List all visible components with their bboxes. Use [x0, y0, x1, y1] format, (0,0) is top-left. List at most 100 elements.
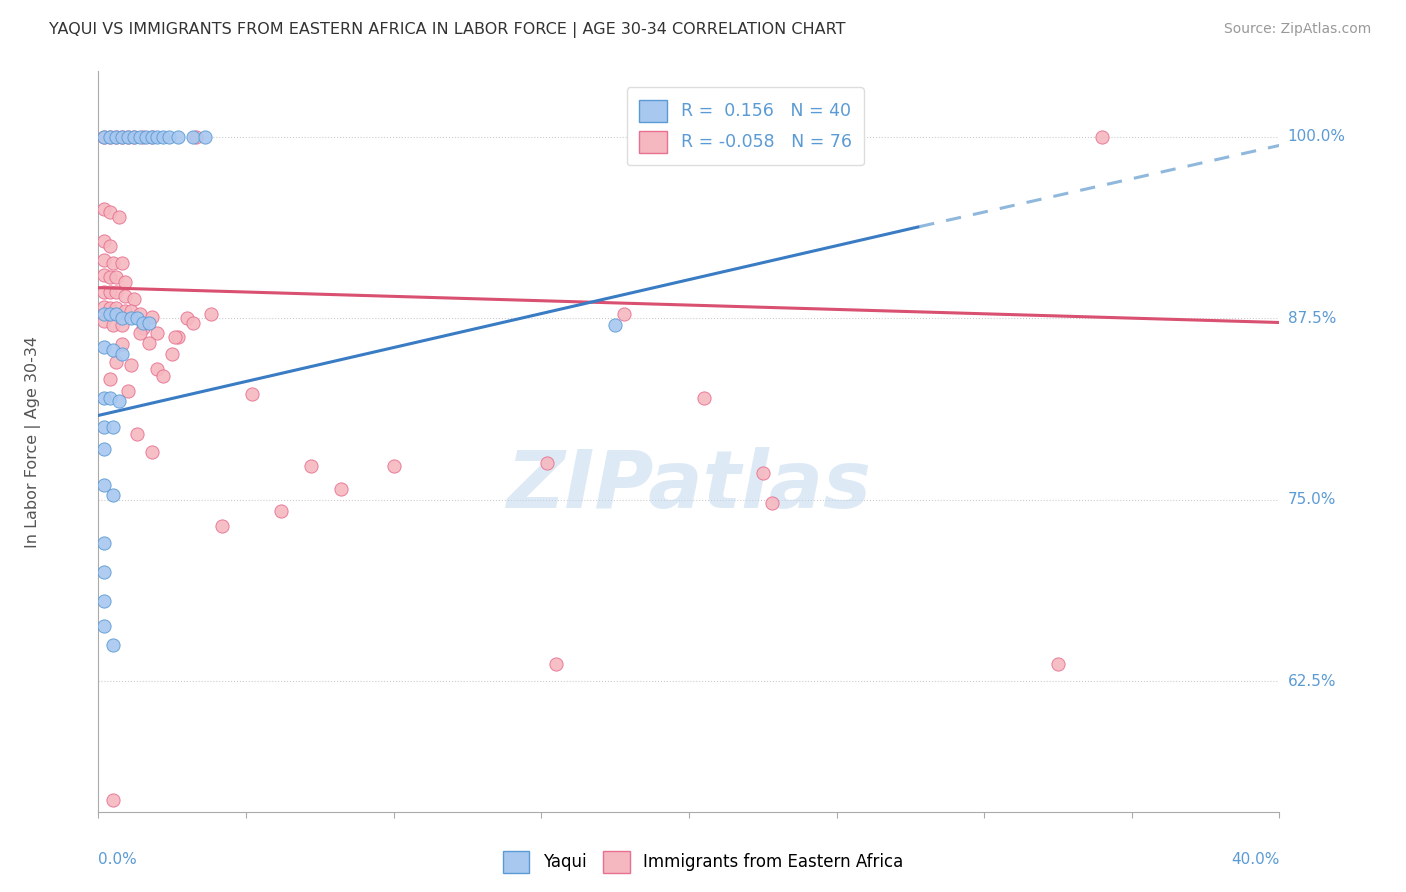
- Point: [165, 330, 187, 344]
- Point: [132, 129, 155, 144]
- Point: [167, 129, 190, 144]
- Point: [98, 270, 121, 285]
- Text: In Labor Force | Age 30-34: In Labor Force | Age 30-34: [25, 335, 41, 548]
- Point: [125, 311, 148, 326]
- Point: [120, 358, 142, 372]
- Point: [111, 347, 134, 361]
- Point: [128, 129, 150, 144]
- Point: [152, 369, 174, 384]
- Point: [114, 289, 136, 303]
- Point: [93, 234, 115, 248]
- Point: [93, 268, 115, 282]
- Point: [157, 129, 180, 144]
- Point: [184, 129, 207, 144]
- Legend: R =  0.156   N = 40, R = -0.058   N = 76: R = 0.156 N = 40, R = -0.058 N = 76: [627, 87, 863, 165]
- Point: [103, 638, 125, 652]
- Point: [135, 129, 157, 144]
- Text: 100.0%: 100.0%: [1288, 129, 1346, 145]
- Point: [138, 335, 160, 350]
- Text: ZIPatlas: ZIPatlas: [506, 447, 872, 525]
- Point: [98, 205, 121, 219]
- Point: [176, 311, 198, 326]
- Point: [98, 391, 121, 405]
- Point: [117, 129, 139, 144]
- Text: 0.0%: 0.0%: [98, 853, 138, 867]
- Point: [103, 256, 125, 270]
- Point: [98, 372, 121, 386]
- Point: [152, 129, 174, 144]
- Point: [141, 129, 163, 144]
- Point: [93, 594, 115, 608]
- Point: [613, 307, 636, 321]
- Point: [146, 326, 169, 340]
- Point: [111, 311, 134, 326]
- Point: [1046, 657, 1069, 671]
- Text: 40.0%: 40.0%: [1232, 853, 1279, 867]
- Point: [105, 285, 128, 299]
- Point: [560, 814, 582, 829]
- Point: [98, 301, 121, 315]
- Point: [141, 129, 163, 144]
- Point: [111, 318, 134, 333]
- Legend: Yaqui, Immigrants from Eastern Africa: Yaqui, Immigrants from Eastern Africa: [496, 845, 910, 880]
- Point: [93, 202, 115, 217]
- Point: [299, 459, 322, 474]
- Point: [122, 129, 145, 144]
- Point: [128, 326, 150, 340]
- Point: [93, 300, 115, 314]
- Point: [128, 307, 150, 321]
- Point: [329, 483, 352, 497]
- Text: 62.5%: 62.5%: [1288, 673, 1336, 689]
- Point: [103, 420, 125, 434]
- Point: [98, 129, 121, 144]
- Point: [105, 129, 128, 144]
- Point: [93, 129, 115, 144]
- Point: [125, 427, 148, 442]
- Point: [146, 129, 169, 144]
- Point: [98, 129, 121, 144]
- Point: [93, 565, 115, 579]
- Point: [105, 301, 128, 315]
- Point: [93, 536, 115, 550]
- Point: [108, 210, 131, 224]
- Point: [751, 467, 773, 481]
- Point: [105, 354, 128, 368]
- Point: [108, 393, 131, 408]
- Point: [111, 129, 134, 144]
- Point: [93, 129, 115, 144]
- Point: [162, 347, 183, 361]
- Point: [114, 275, 136, 289]
- Point: [167, 330, 190, 344]
- Point: [93, 420, 115, 434]
- Point: [138, 316, 160, 330]
- Point: [122, 129, 145, 144]
- Point: [141, 444, 163, 458]
- Point: [1091, 129, 1114, 144]
- Point: [93, 253, 115, 268]
- Point: [544, 657, 567, 671]
- Point: [146, 362, 169, 376]
- Point: [761, 495, 783, 509]
- Point: [103, 343, 125, 357]
- Point: [382, 459, 405, 474]
- Point: [132, 321, 155, 335]
- Point: [181, 129, 204, 144]
- Point: [605, 318, 627, 333]
- Point: [93, 391, 115, 405]
- Point: [693, 391, 716, 405]
- Point: [98, 238, 121, 252]
- Point: [93, 478, 115, 492]
- Text: 87.5%: 87.5%: [1288, 310, 1336, 326]
- Text: 75.0%: 75.0%: [1288, 492, 1336, 508]
- Point: [200, 307, 222, 321]
- Point: [93, 619, 115, 633]
- Point: [98, 307, 121, 321]
- Point: [117, 129, 139, 144]
- Point: [536, 456, 558, 470]
- Point: [93, 307, 115, 321]
- Point: [103, 318, 125, 333]
- Text: Source: ZipAtlas.com: Source: ZipAtlas.com: [1223, 22, 1371, 37]
- Point: [103, 793, 125, 807]
- Point: [93, 340, 115, 354]
- Point: [240, 386, 263, 401]
